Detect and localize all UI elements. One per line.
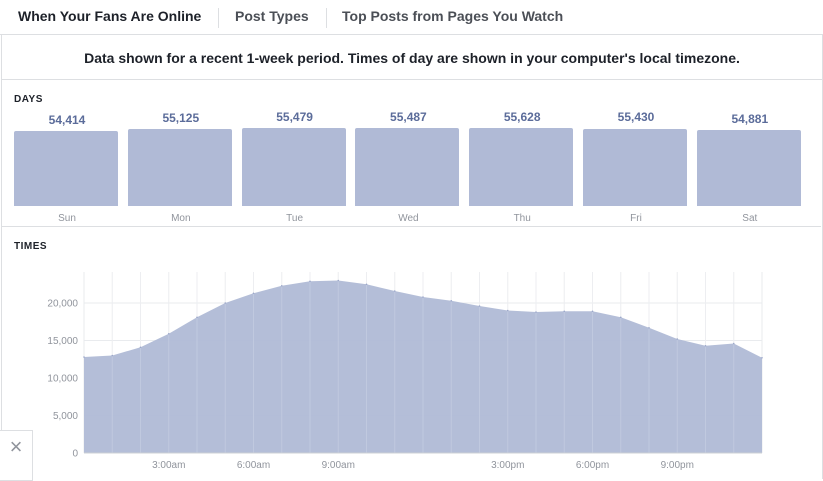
day-column: 55,628 Thu	[469, 106, 575, 226]
day-name-label: Fri	[630, 213, 642, 224]
day-name-label: Wed	[398, 213, 419, 224]
day-column: 55,430 Fri	[583, 106, 689, 226]
day-name-label: Sun	[58, 213, 76, 224]
close-button[interactable]: ×	[0, 430, 33, 481]
day-value-label: 55,487	[390, 110, 427, 125]
day-bar	[696, 129, 801, 206]
tab-top-posts[interactable]: Top Posts from Pages You Watch	[342, 8, 564, 24]
day-name-label: Sat	[742, 213, 758, 224]
day-column: 54,881 Sat	[696, 106, 803, 226]
insights-panel: Data shown for a recent 1-week period. T…	[1, 35, 823, 479]
day-column: 55,487 Wed	[355, 106, 461, 226]
day-value-label: 55,479	[276, 110, 313, 125]
times-section-label: TIMES	[14, 241, 48, 252]
tab-divider	[326, 8, 327, 28]
tab-post-types[interactable]: Post Types	[235, 8, 309, 24]
day-bar	[355, 128, 460, 206]
section-divider	[1, 226, 821, 227]
day-bar	[14, 131, 118, 206]
close-icon: ×	[9, 434, 23, 459]
day-bar	[469, 128, 574, 206]
days-section-label: DAYS	[14, 94, 43, 105]
day-column: 54,414 Sun	[14, 106, 120, 226]
day-column: 55,125 Mon	[127, 106, 234, 226]
timezone-notice: Data shown for a recent 1-week period. T…	[2, 35, 822, 80]
day-bar	[127, 129, 232, 206]
day-value-label: 55,125	[162, 111, 200, 126]
day-bar	[241, 128, 346, 206]
day-name-label: Mon	[171, 213, 191, 224]
day-value-label: 55,628	[503, 110, 541, 124]
day-bar	[583, 128, 687, 206]
tab-divider	[218, 8, 219, 28]
tab-bar: When Your Fans Are Online Post Types Top…	[0, 0, 823, 35]
day-column: 55,479 Tue	[241, 106, 348, 226]
day-value-label: 54,414	[48, 113, 86, 127]
tab-when-fans-online[interactable]: When Your Fans Are Online	[18, 8, 202, 24]
day-value-label: 55,430	[617, 110, 655, 125]
day-name-label: Thu	[513, 213, 531, 224]
day-value-label: 54,881	[731, 111, 769, 126]
day-name-label: Tue	[286, 213, 304, 224]
